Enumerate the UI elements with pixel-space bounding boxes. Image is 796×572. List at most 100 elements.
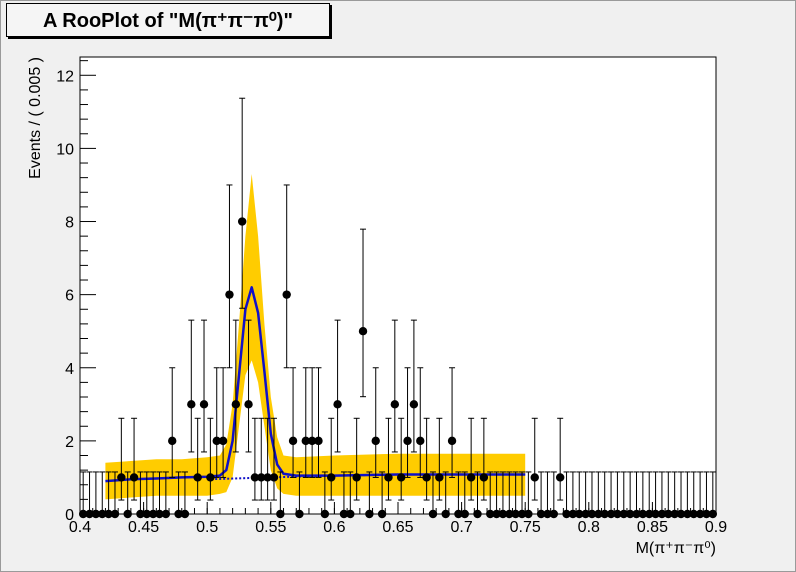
data-marker — [486, 509, 495, 519]
data-marker — [371, 436, 380, 446]
data-point — [428, 471, 438, 519]
data-marker — [549, 509, 559, 519]
x-tick-label: 0.55 — [255, 519, 286, 536]
data-marker — [422, 473, 431, 482]
data-marker — [142, 509, 151, 519]
data-point — [403, 367, 412, 478]
data-marker — [288, 436, 298, 446]
data-point — [422, 417, 431, 501]
data-point — [117, 417, 126, 501]
data-point — [129, 417, 139, 501]
data-marker — [193, 473, 202, 482]
data-marker — [136, 509, 145, 519]
data-point — [517, 471, 527, 519]
data-marker — [269, 473, 279, 482]
data-marker — [651, 509, 660, 519]
data-point — [301, 367, 310, 478]
data-point — [136, 471, 145, 519]
y-axis-label: Events / ( 0.005 ) — [27, 57, 44, 179]
data-point — [638, 471, 648, 519]
data-marker — [632, 509, 641, 519]
data-point — [168, 367, 177, 478]
data-point — [206, 417, 215, 501]
data-marker — [263, 473, 272, 482]
data-marker — [505, 509, 514, 519]
data-marker — [581, 509, 590, 519]
data-marker — [377, 509, 387, 519]
x-tick-label: 0.85 — [637, 519, 668, 536]
data-marker — [594, 509, 603, 519]
data-marker — [664, 509, 673, 519]
data-point — [193, 417, 202, 501]
y-tick-label: 10 — [56, 141, 74, 158]
data-point — [587, 471, 597, 519]
data-marker — [695, 509, 705, 519]
plot-area — [79, 56, 717, 515]
data-marker — [708, 509, 718, 519]
data-point — [492, 471, 501, 519]
data-marker — [575, 509, 584, 519]
data-point — [390, 319, 400, 453]
data-point — [441, 471, 450, 519]
fit-curve — [105, 286, 526, 483]
data-point — [358, 228, 368, 398]
data-marker — [492, 509, 501, 519]
data-point — [269, 417, 279, 501]
data-point — [619, 471, 628, 519]
data-point — [104, 471, 113, 519]
data-marker — [657, 509, 667, 519]
data-marker — [244, 400, 253, 409]
data-marker — [218, 436, 228, 446]
data-point — [288, 367, 298, 478]
data-point — [244, 319, 253, 453]
x-tick-label: 0.65 — [382, 519, 413, 536]
data-marker — [148, 509, 158, 519]
data-point — [314, 367, 323, 478]
data-marker — [390, 400, 400, 409]
data-point — [689, 471, 698, 519]
data-point — [530, 417, 539, 501]
x-axis: 0.4 0.45 0.5 0.55 0.6 0.65 0.7 0.75 0.8 0.85 0.9 — [69, 502, 727, 536]
data-point — [282, 184, 291, 369]
data-point — [670, 471, 679, 519]
y-tick-label: 8 — [65, 215, 74, 232]
x-tick-label: 0.4 — [69, 519, 91, 536]
data-marker — [257, 473, 266, 482]
data-point — [199, 319, 209, 453]
data-marker — [479, 473, 489, 482]
data-point — [683, 471, 692, 519]
data-marker — [250, 473, 260, 482]
x-tick-label: 0.75 — [510, 519, 541, 536]
data-marker — [199, 400, 209, 409]
data-marker — [396, 473, 406, 482]
data-marker — [670, 509, 679, 519]
data-point — [505, 471, 514, 519]
data-point — [581, 471, 590, 519]
data-point — [549, 471, 559, 519]
data-point — [257, 417, 266, 501]
data-marker — [161, 509, 171, 519]
data-point — [263, 417, 272, 501]
data-marker — [237, 217, 247, 226]
data-point — [225, 184, 234, 369]
data-marker — [466, 473, 476, 482]
data-point — [276, 471, 285, 519]
data-marker — [358, 327, 368, 336]
data-marker — [384, 473, 393, 482]
data-point — [435, 417, 444, 501]
data-marker — [702, 509, 711, 519]
data-marker — [168, 436, 177, 446]
data-point — [575, 471, 584, 519]
data-marker — [155, 509, 164, 519]
data-marker — [320, 509, 330, 519]
data-marker — [613, 509, 622, 519]
data-point — [148, 471, 158, 519]
data-marker — [600, 509, 609, 519]
data-marker — [619, 509, 628, 519]
data-marker — [98, 509, 107, 519]
x-tick-label: 0.8 — [578, 519, 600, 536]
y-tick-label: 4 — [65, 361, 74, 378]
data-point — [123, 471, 132, 519]
x-tick-label: 0.5 — [196, 519, 218, 536]
